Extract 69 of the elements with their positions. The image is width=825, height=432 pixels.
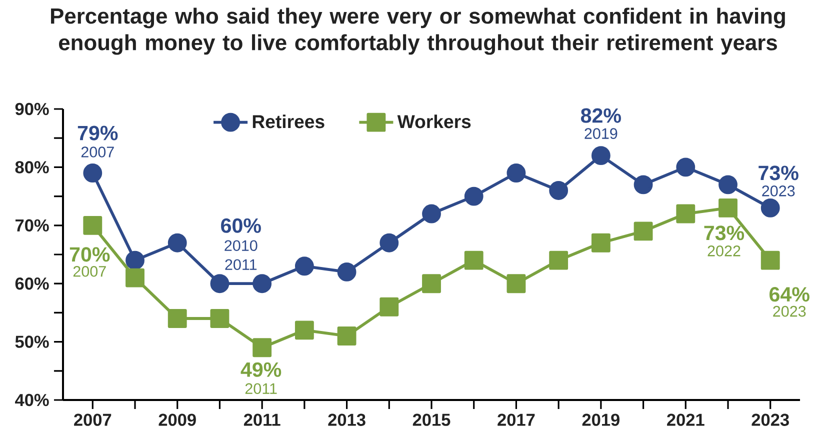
annotation: 82%	[580, 108, 621, 123]
x-tick-label: 2009	[158, 414, 196, 426]
chart-title: Percentage who said they were very or somewhat confident in having enough money to live comfortably throughout their retirement years	[51, 8, 785, 55]
point	[422, 274, 441, 294]
point	[126, 268, 144, 288]
point	[464, 186, 484, 206]
point	[83, 216, 102, 235]
point	[83, 164, 102, 182]
point	[464, 250, 484, 270]
point	[676, 158, 696, 177]
point	[634, 175, 653, 194]
point	[337, 262, 356, 282]
y-tick-label: 80%	[15, 161, 49, 174]
x-tick-label: 2011	[244, 414, 280, 426]
point	[168, 233, 187, 252]
point	[549, 250, 568, 270]
point	[676, 204, 696, 224]
point	[210, 309, 230, 328]
y-tick-label: 60%	[15, 277, 49, 290]
point	[506, 164, 526, 182]
annotation: 73%	[704, 226, 744, 240]
y-tick-label: 90%	[15, 102, 49, 116]
x-tick-label: 2013	[328, 414, 366, 426]
annotation: 49%	[240, 362, 282, 377]
annotation: 2011	[245, 383, 277, 394]
x-tick-label: 2019	[582, 414, 620, 426]
annotation: 2023	[762, 186, 795, 196]
point	[294, 256, 314, 276]
annotation: 2022	[708, 246, 740, 256]
point	[380, 233, 399, 252]
point	[718, 198, 738, 218]
annotation: 60%	[221, 218, 261, 233]
x-tick-label: 2015	[412, 414, 450, 426]
point	[168, 309, 187, 328]
legend-label: Retirees	[252, 114, 324, 128]
point	[591, 146, 610, 166]
y-tick-label: 70%	[16, 219, 49, 232]
x-tick-label: 2021	[667, 414, 704, 426]
point	[718, 175, 738, 194]
annotation: 70%	[70, 247, 110, 262]
point	[126, 250, 144, 270]
point	[337, 326, 356, 346]
point	[506, 274, 526, 294]
x-tick-label: 2017	[498, 414, 535, 426]
annotation: 2007	[73, 266, 106, 277]
annotation: 79%	[78, 126, 118, 140]
annotation: 2007	[81, 146, 114, 158]
point	[252, 338, 272, 358]
point	[422, 204, 441, 224]
annotation: 2011	[225, 259, 257, 270]
point	[760, 250, 780, 270]
annotation: 64%	[770, 287, 810, 302]
point	[210, 274, 230, 294]
annotation: 2023	[773, 306, 806, 317]
annotation: 2010	[224, 240, 258, 252]
y-tick-label: 50%	[15, 336, 49, 348]
y-tick-label: 40%	[15, 394, 49, 406]
point	[634, 222, 653, 241]
annotation: 2019	[584, 128, 618, 139]
point	[252, 274, 272, 294]
point	[380, 297, 399, 316]
point	[549, 181, 568, 200]
point	[760, 198, 780, 218]
point	[591, 233, 610, 252]
x-tick-label: 2007	[74, 414, 112, 426]
annotation: 73%	[758, 166, 798, 180]
point	[294, 320, 314, 340]
legend-label: Workers	[397, 114, 471, 128]
x-tick-label: 2023	[752, 414, 789, 426]
